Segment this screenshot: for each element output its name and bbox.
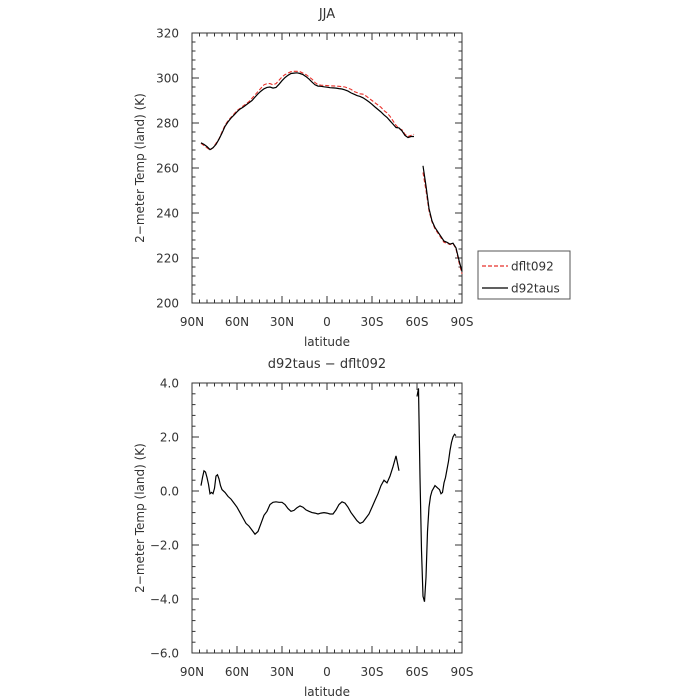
series-line-dflt092-segment-0 — [200, 70, 415, 151]
x-tick-label: 0 — [323, 315, 331, 329]
y-tick-label: −2.0 — [150, 539, 179, 553]
y-tick-label: −6.0 — [150, 647, 179, 661]
x-tick-label: 30N — [270, 665, 294, 679]
bottom-panel-difference: 90N 60N 30N 0 30S 60S 90S −6.0 −4.0 −2.0 0.0 2.0 4.0… — [133, 357, 473, 699]
x-tick-label: 90N — [180, 665, 204, 679]
y-tick-label: 320 — [156, 27, 179, 41]
y-tick-label: 4.0 — [160, 377, 179, 391]
y-axis-label: 2−meter Temp (land) (K) — [133, 443, 147, 593]
x-axis-label: latitude — [304, 685, 350, 699]
x-tick-label: 30S — [361, 315, 384, 329]
x-tick-label: 90N — [180, 315, 204, 329]
x-tick-label: 0 — [323, 665, 331, 679]
x-tick-label: 30S — [361, 665, 384, 679]
x-tick-label: 60N — [225, 315, 249, 329]
y-tick-label: 280 — [156, 117, 179, 131]
y-tick-label: 220 — [156, 252, 179, 266]
x-axis-label: latitude — [304, 335, 350, 349]
series-line-dflt092-segment-1 — [422, 172, 463, 274]
legend-box — [477, 250, 571, 300]
x-tick-label: 90S — [451, 665, 474, 679]
series-line-series-0-segment-0 — [200, 455, 400, 536]
y-tick-label: 240 — [156, 207, 179, 221]
x-tick-label: 60S — [406, 665, 429, 679]
plot-frame — [191, 32, 463, 304]
y-tick-label: 260 — [156, 162, 179, 176]
series-line-d92taus-segment-0 — [200, 72, 414, 151]
y-tick-label: 200 — [156, 297, 179, 311]
chart-title: d92taus − dflt092 — [268, 357, 386, 372]
y-tick-label: −4.0 — [150, 593, 179, 607]
y-tick-label: 0.0 — [160, 485, 179, 499]
legend-entry-label: dflt092 — [511, 260, 554, 274]
y-tick-label: 300 — [156, 72, 179, 86]
legend: dflt092 d92taus — [477, 250, 571, 300]
series-line-d92taus-segment-1 — [422, 165, 463, 272]
x-tick-label: 60S — [406, 315, 429, 329]
x-tick-label: 30N — [270, 315, 294, 329]
top-panel-temperature: 90N 60N 30N 0 30S 60S 90S 200 220 240 260 280 300 320… — [133, 7, 473, 349]
y-tick-label: 2.0 — [160, 431, 179, 445]
y-axis-label: 2−meter Temp (land) (K) — [133, 93, 147, 243]
series-line-series-0-segment-1 — [416, 388, 457, 602]
legend-entry-label: d92taus — [511, 282, 560, 296]
plot-frame — [191, 382, 463, 654]
x-tick-label: 60N — [225, 665, 249, 679]
x-tick-label: 90S — [451, 315, 474, 329]
chart-title: JJA — [318, 7, 335, 22]
